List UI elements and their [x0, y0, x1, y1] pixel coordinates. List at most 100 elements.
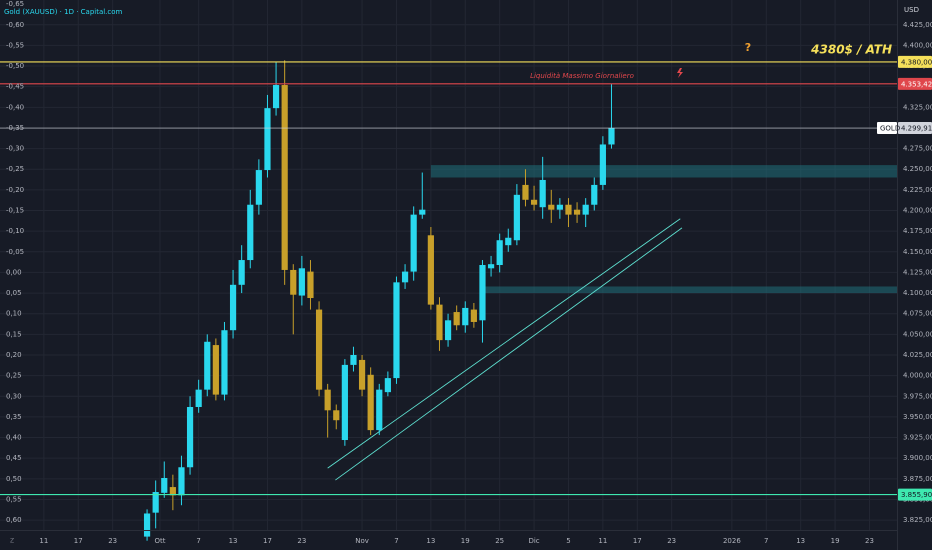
candle-body	[462, 307, 469, 326]
symbol-tag	[877, 122, 897, 135]
x-tick-label: 13	[229, 537, 238, 545]
price-tag-label: 3.855,90	[901, 491, 932, 499]
y2-tick-label: -0,30	[6, 145, 24, 153]
candle-body	[238, 260, 245, 285]
y2-tick-label: -0,40	[6, 103, 24, 111]
y2-tick-label: -0,55	[6, 41, 24, 49]
y2-tick-label: -0,25	[6, 165, 24, 173]
x-tick-label: 19	[461, 537, 470, 545]
labels: 4.425,004.400,004.375,004.350,004.325,00…	[6, 0, 932, 545]
candle-body	[324, 389, 331, 411]
x-tick-label: Dic	[528, 537, 539, 545]
candle-body	[290, 269, 297, 295]
trendline	[335, 227, 683, 481]
y2-tick-label: 0,30	[6, 392, 22, 400]
y-tick-label: 3.950,00	[903, 413, 932, 421]
price-tag-label: 4.380,00	[901, 58, 932, 66]
y2-tick-label: 0,15	[6, 330, 22, 338]
candle-body	[599, 144, 606, 185]
marks	[0, 60, 897, 541]
y2-tick-label: -0,10	[6, 227, 24, 235]
price-tag-label: 4.299,91	[901, 125, 932, 133]
x-tick-label: 19	[831, 537, 840, 545]
candle-body	[178, 467, 185, 496]
y2-tick-label: 0,55	[6, 495, 22, 503]
x-tick-label: 11	[39, 537, 48, 545]
candle-body	[591, 184, 598, 205]
y2-tick-label: -0,45	[6, 83, 24, 91]
candle-body	[315, 309, 323, 390]
y-tick-label: 4.275,00	[903, 145, 932, 153]
candle-body	[143, 513, 151, 537]
y2-tick-label: 0,60	[6, 516, 22, 524]
price-tag	[898, 77, 932, 90]
candle-body	[298, 268, 305, 296]
candle-body	[608, 127, 615, 145]
candle-body	[522, 184, 529, 200]
y-tick-label: 3.975,00	[903, 392, 932, 400]
candle-body	[161, 477, 168, 493]
annotation: Liquidità Massimo Giornaliero	[530, 72, 634, 80]
x-tick-label: 17	[263, 537, 272, 545]
y-tick-label: 3.825,00	[903, 516, 932, 524]
candle-body	[384, 378, 391, 393]
candle-body	[401, 271, 409, 283]
price-tag	[898, 122, 932, 135]
candle-body	[436, 304, 443, 341]
x-tick-label: 23	[667, 537, 676, 545]
candle-body	[427, 235, 434, 305]
candle-body	[487, 264, 495, 269]
y-tick-label: 4.175,00	[903, 227, 932, 235]
y-tick-label: 4.100,00	[903, 289, 932, 297]
candle-body	[367, 374, 374, 431]
y-tick-label: 4.400,00	[903, 41, 932, 49]
candle-body	[496, 240, 503, 265]
lightning-icon	[677, 68, 683, 78]
candle-body	[419, 209, 426, 215]
x-tick-label: 5	[566, 537, 570, 545]
y2-tick-label: -0,65	[6, 0, 24, 8]
y-tick-label: 3.875,00	[903, 475, 932, 483]
y2-tick-label: -0,35	[6, 124, 24, 132]
y-tick-label: 4.125,00	[903, 268, 932, 276]
x-tick-label: Nov	[355, 537, 369, 545]
candle-body	[582, 204, 589, 215]
candle-body	[505, 237, 512, 246]
y2-tick-label: -0,60	[6, 21, 24, 29]
candle-body	[152, 492, 159, 513]
x-tick-label: 23	[865, 537, 874, 545]
x-tick-label: 23	[297, 537, 306, 545]
candle-body	[255, 170, 262, 205]
icon[interactable]: Z	[10, 538, 14, 545]
candle-body	[169, 487, 176, 496]
annotation: ?	[745, 41, 751, 54]
candle-body	[513, 194, 520, 241]
candle-body	[333, 410, 340, 421]
y-tick-label: 3.900,00	[903, 454, 932, 462]
y-tick-label: 4.050,00	[903, 330, 932, 338]
candle-body	[186, 406, 194, 468]
y2-tick-label: 0,25	[6, 372, 22, 380]
x-tick-label: 23	[108, 537, 117, 545]
y2-tick-label: 0,35	[6, 413, 22, 421]
candle-body	[393, 282, 400, 379]
candle-body	[229, 284, 237, 331]
price-tag-label: 4.353,42	[901, 80, 932, 88]
candle-body	[212, 345, 219, 395]
y-tick-label: 4.000,00	[903, 372, 932, 380]
candle-body	[307, 271, 314, 299]
x-tick-label: 17	[633, 537, 642, 545]
y-tick-label: 4.150,00	[903, 248, 932, 256]
candle-body	[530, 199, 538, 205]
y-tick-label: 4.075,00	[903, 310, 932, 318]
candle-body	[479, 265, 486, 321]
y2-tick-label: 0,40	[6, 434, 22, 442]
candle-body	[341, 364, 348, 441]
y-tick-label: 4.225,00	[903, 186, 932, 194]
zone	[485, 286, 897, 294]
y2-tick-label: 0,05	[6, 289, 22, 297]
currency: USD	[904, 6, 919, 14]
price-tag	[898, 55, 932, 68]
x-tick-label: Ott	[154, 537, 165, 545]
